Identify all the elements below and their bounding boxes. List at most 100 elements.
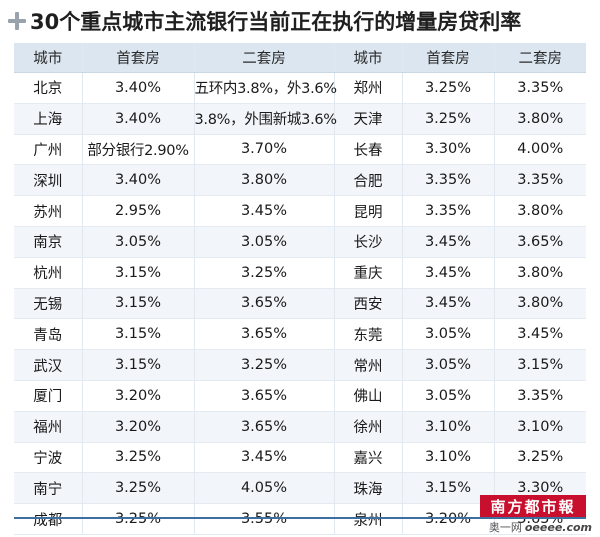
city-cell: 南宁 <box>14 472 83 505</box>
first-home-rate-cell: 3.25% <box>82 442 195 474</box>
first-home-rate-cell: 3.10% <box>402 411 495 443</box>
table-row: 上海 3.40% 3.8%，外围新城3.6% 天津 3.25% 3.80% <box>14 103 586 135</box>
city-cell: 长沙 <box>334 226 403 258</box>
city-cell: 厦门 <box>14 380 83 412</box>
city-cell: 西安 <box>334 288 403 320</box>
city-cell: 长春 <box>334 134 403 166</box>
first-home-rate-cell: 3.15% <box>82 288 195 320</box>
city-cell: 广州 <box>14 134 83 166</box>
city-cell: 深圳 <box>14 164 83 197</box>
city-cell: 合肥 <box>334 164 403 197</box>
second-home-rate-cell: 五环内3.8%，外3.6% <box>194 72 337 104</box>
second-home-rate-cell: 3.65% <box>194 318 335 351</box>
second-home-rate-cell: 3.80% <box>494 103 586 135</box>
second-home-rate-cell: 3.35% <box>494 72 586 104</box>
second-home-rate-cell: 4.00% <box>494 134 586 166</box>
first-home-rate-cell: 3.15% <box>402 472 495 505</box>
city-cell: 重庆 <box>334 257 403 289</box>
first-home-rate-cell: 3.25% <box>402 72 495 104</box>
city-cell: 福州 <box>14 411 83 443</box>
second-home-rate-cell: 3.70% <box>194 134 335 166</box>
header-first-left: 首套房 <box>82 43 195 73</box>
table-row: 南京 3.05% 3.05% 长沙 3.45% 3.65% <box>14 226 586 258</box>
first-home-rate-cell: 3.35% <box>402 164 495 197</box>
first-home-rate-cell: 3.40% <box>82 164 195 197</box>
second-home-rate-cell: 3.65% <box>194 288 335 320</box>
site-prefix: 奥一网 <box>488 521 522 534</box>
second-home-rate-cell: 3.65% <box>194 411 335 443</box>
city-cell: 武汉 <box>14 349 83 381</box>
first-home-rate-cell: 3.25% <box>82 503 195 535</box>
city-cell: 泉州 <box>334 503 403 535</box>
second-home-rate-cell: 3.25% <box>194 349 335 381</box>
city-cell: 无锡 <box>14 288 83 320</box>
second-home-rate-cell: 3.05% <box>194 226 335 258</box>
city-cell: 常州 <box>334 349 403 381</box>
table-row: 深圳 3.40% 3.80% 合肥 3.35% 3.35% <box>14 164 586 197</box>
city-cell: 成都 <box>14 503 83 535</box>
table-row: 广州 部分银行2.90% 3.70% 长春 3.30% 4.00% <box>14 134 586 166</box>
header-second-left: 二套房 <box>194 43 335 73</box>
city-cell: 天津 <box>334 103 403 135</box>
header-second-right: 二套房 <box>494 43 586 73</box>
first-home-rate-cell: 3.20% <box>402 503 495 535</box>
first-home-rate-cell: 3.20% <box>82 411 195 443</box>
first-home-rate-cell: 3.15% <box>82 318 195 351</box>
table-row: 无锡 3.15% 3.65% 西安 3.45% 3.80% <box>14 288 586 320</box>
table-row: 杭州 3.15% 3.25% 重庆 3.45% 3.80% <box>14 257 586 289</box>
table-row: 青岛 3.15% 3.65% 东莞 3.05% 3.45% <box>14 318 586 351</box>
plus-icon <box>8 12 26 30</box>
second-home-rate-cell: 3.55% <box>194 503 335 535</box>
city-cell: 杭州 <box>14 257 83 289</box>
bottom-rule <box>14 517 586 519</box>
city-cell: 上海 <box>14 103 83 135</box>
first-home-rate-cell: 3.45% <box>402 257 495 289</box>
second-home-rate-cell: 3.25% <box>194 257 335 289</box>
first-home-rate-cell: 3.15% <box>82 349 195 381</box>
city-cell: 宁波 <box>14 442 83 474</box>
city-cell: 北京 <box>14 72 83 104</box>
second-home-rate-cell: 3.15% <box>494 349 586 381</box>
first-home-rate-cell: 3.30% <box>402 134 495 166</box>
first-home-rate-cell: 3.40% <box>82 103 195 135</box>
second-home-rate-cell: 3.80% <box>494 288 586 320</box>
first-home-rate-cell: 3.05% <box>402 349 495 381</box>
second-home-rate-cell: 3.80% <box>494 257 586 289</box>
rates-table: 城市 首套房 二套房 城市 首套房 二套房 北京 3.40% 五环内3.8%，外3.… <box>14 43 586 535</box>
city-cell: 昆明 <box>334 195 403 227</box>
first-home-rate-cell: 3.05% <box>82 226 195 258</box>
second-home-rate-cell: 3.25% <box>494 442 586 474</box>
second-home-rate-cell: 3.65% <box>194 380 335 412</box>
city-cell: 南京 <box>14 226 83 258</box>
city-cell: 佛山 <box>334 380 403 412</box>
second-home-rate-cell: 3.35% <box>494 380 586 412</box>
first-home-rate-cell: 3.15% <box>82 257 195 289</box>
table-row: 武汉 3.15% 3.25% 常州 3.05% 3.15% <box>14 349 586 381</box>
city-cell: 东莞 <box>334 318 403 351</box>
header-first-right: 首套房 <box>402 43 495 73</box>
city-cell: 苏州 <box>14 195 83 227</box>
title-bar: 30个重点城市主流银行当前正在执行的增量房贷利率 <box>8 4 521 38</box>
table-body: 北京 3.40% 五环内3.8%，外3.6% 郑州 3.25% 3.35% 上海 3.40% 3… <box>14 72 586 535</box>
second-home-rate-cell: 4.05% <box>194 472 335 505</box>
city-cell: 徐州 <box>334 411 403 443</box>
second-home-rate-cell: 3.80% <box>494 195 586 227</box>
first-home-rate-cell: 3.20% <box>82 380 195 412</box>
city-cell: 珠海 <box>334 472 403 505</box>
first-home-rate-cell: 3.35% <box>402 195 495 227</box>
second-home-rate-cell: 3.80% <box>194 164 335 197</box>
first-home-rate-cell: 3.05% <box>402 380 495 412</box>
table-row: 厦门 3.20% 3.65% 佛山 3.05% 3.35% <box>14 380 586 412</box>
newspaper-logo: 南方都市報 <box>480 495 586 517</box>
second-home-rate-cell: 3.8%，外围新城3.6% <box>194 103 337 135</box>
table-row: 福州 3.20% 3.65% 徐州 3.10% 3.10% <box>14 411 586 443</box>
first-home-rate-cell: 部分银行2.90% <box>82 134 195 166</box>
site-watermark: 奥一网 oeeee.com <box>489 519 592 535</box>
city-cell: 郑州 <box>334 72 403 104</box>
page-title: 30个重点城市主流银行当前正在执行的增量房贷利率 <box>30 10 522 34</box>
second-home-rate-cell: 3.45% <box>494 318 586 351</box>
table-header-row: 城市 首套房 二套房 城市 首套房 二套房 <box>14 43 586 73</box>
second-home-rate-cell: 3.45% <box>194 442 335 474</box>
table-row: 宁波 3.25% 3.45% 嘉兴 3.10% 3.25% <box>14 442 586 474</box>
city-cell: 青岛 <box>14 318 83 351</box>
